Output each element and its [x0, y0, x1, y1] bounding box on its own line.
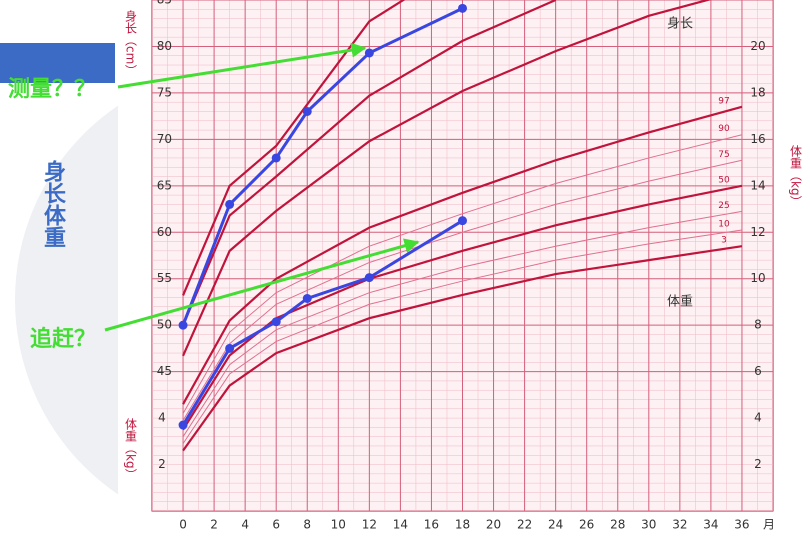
data-point	[364, 273, 374, 283]
x-tick-label: 32	[672, 518, 687, 532]
y-tick-label: 50	[157, 318, 172, 332]
data-point	[178, 320, 188, 330]
y2-tick-label: 4	[158, 411, 166, 425]
y-tick-label: 55	[157, 271, 172, 285]
y-tick-label: 70	[157, 132, 172, 146]
measured-line	[181, 219, 464, 426]
x-tick-label: 8	[303, 518, 311, 532]
y2-tick-label: 20	[750, 39, 765, 53]
x-tick-label: 18	[455, 518, 470, 532]
x-tick-label: 22	[517, 518, 532, 532]
y2-axis-title: 体重（kg）	[789, 145, 803, 208]
x-tick-label: 30	[641, 518, 656, 532]
annotation: 追赶？	[30, 326, 96, 352]
percentile-label: 97	[718, 96, 729, 106]
percentile-curve	[182, 0, 712, 357]
y2-tick-label: 18	[750, 85, 765, 99]
x-tick-label: 14	[393, 518, 408, 532]
x-tick-label: 0	[179, 518, 187, 532]
measured-line	[181, 7, 464, 326]
percentile-curve	[182, 210, 743, 437]
y-axis-title: 身长（cm）	[124, 9, 138, 77]
percentile-curve	[182, 245, 743, 452]
percentile-label: 90	[718, 124, 730, 134]
arrow	[117, 42, 367, 89]
percentile-curve	[182, 184, 743, 431]
x-tick-label: 10	[331, 518, 346, 532]
data-point	[302, 293, 312, 303]
y-tick-label: 45	[157, 364, 172, 378]
percentile-curve	[182, 0, 406, 296]
data-point	[458, 3, 467, 13]
y-tick-label: 60	[157, 225, 172, 239]
y2-tick-label: 4	[754, 411, 762, 425]
x-tick-label: 28	[610, 518, 625, 532]
y2-tick-label: 2	[754, 457, 762, 471]
percentile-curve	[182, 105, 743, 405]
x-tick-label: 4	[241, 518, 249, 532]
x-tick-label: 34	[703, 518, 718, 532]
region-label: 身长	[667, 16, 693, 32]
y2-tick-label: 6	[754, 364, 762, 378]
y2-tick-label: 8	[754, 318, 762, 332]
x-tick-label: 24	[548, 518, 563, 532]
data-point	[225, 343, 235, 353]
y-tick-label: 85	[157, 0, 172, 7]
percentile-label: 50	[718, 175, 730, 185]
arrow	[104, 238, 420, 332]
percentile-label: 25	[718, 201, 729, 211]
data-point	[364, 48, 374, 58]
x-tick-label: 36	[734, 518, 749, 532]
percentile-curve	[182, 0, 557, 326]
x-tick-label: 16	[424, 518, 439, 532]
data-point	[458, 216, 467, 226]
percentile-label: 3	[721, 236, 727, 246]
y-tick-label: 75	[157, 85, 172, 99]
y-tick-label: 80	[157, 39, 172, 53]
y-tick-label: 65	[157, 178, 172, 192]
y2-tick-label: 10	[750, 271, 765, 285]
x-tick-label: 12	[362, 518, 377, 532]
percentile-label: 75	[718, 150, 729, 160]
percentile-label: 10	[718, 219, 730, 229]
percentile-curve	[182, 229, 743, 444]
x-tick-label: 20	[486, 518, 501, 532]
data-point	[271, 153, 281, 163]
y2-tick-label: 12	[750, 225, 765, 239]
region-label: 体重	[667, 294, 693, 310]
x-unit: 月	[763, 518, 775, 532]
y2-tick-label: 14	[750, 178, 765, 192]
x-tick-label: 26	[579, 518, 594, 532]
side-title: 身长体重	[40, 159, 66, 248]
y2-axis-title: 体重（kg）	[124, 418, 138, 481]
data-point	[225, 199, 235, 209]
data-point	[271, 317, 281, 327]
x-tick-label: 6	[272, 518, 280, 532]
data-point	[178, 420, 188, 430]
data-point	[302, 106, 312, 116]
y2-tick-label: 2	[158, 457, 166, 471]
accent-bar	[0, 43, 115, 83]
percentile-curve	[182, 134, 743, 414]
annotation: 测量？？	[8, 77, 96, 102]
x-tick-label: 2	[210, 518, 218, 532]
y2-tick-label: 16	[750, 132, 765, 146]
